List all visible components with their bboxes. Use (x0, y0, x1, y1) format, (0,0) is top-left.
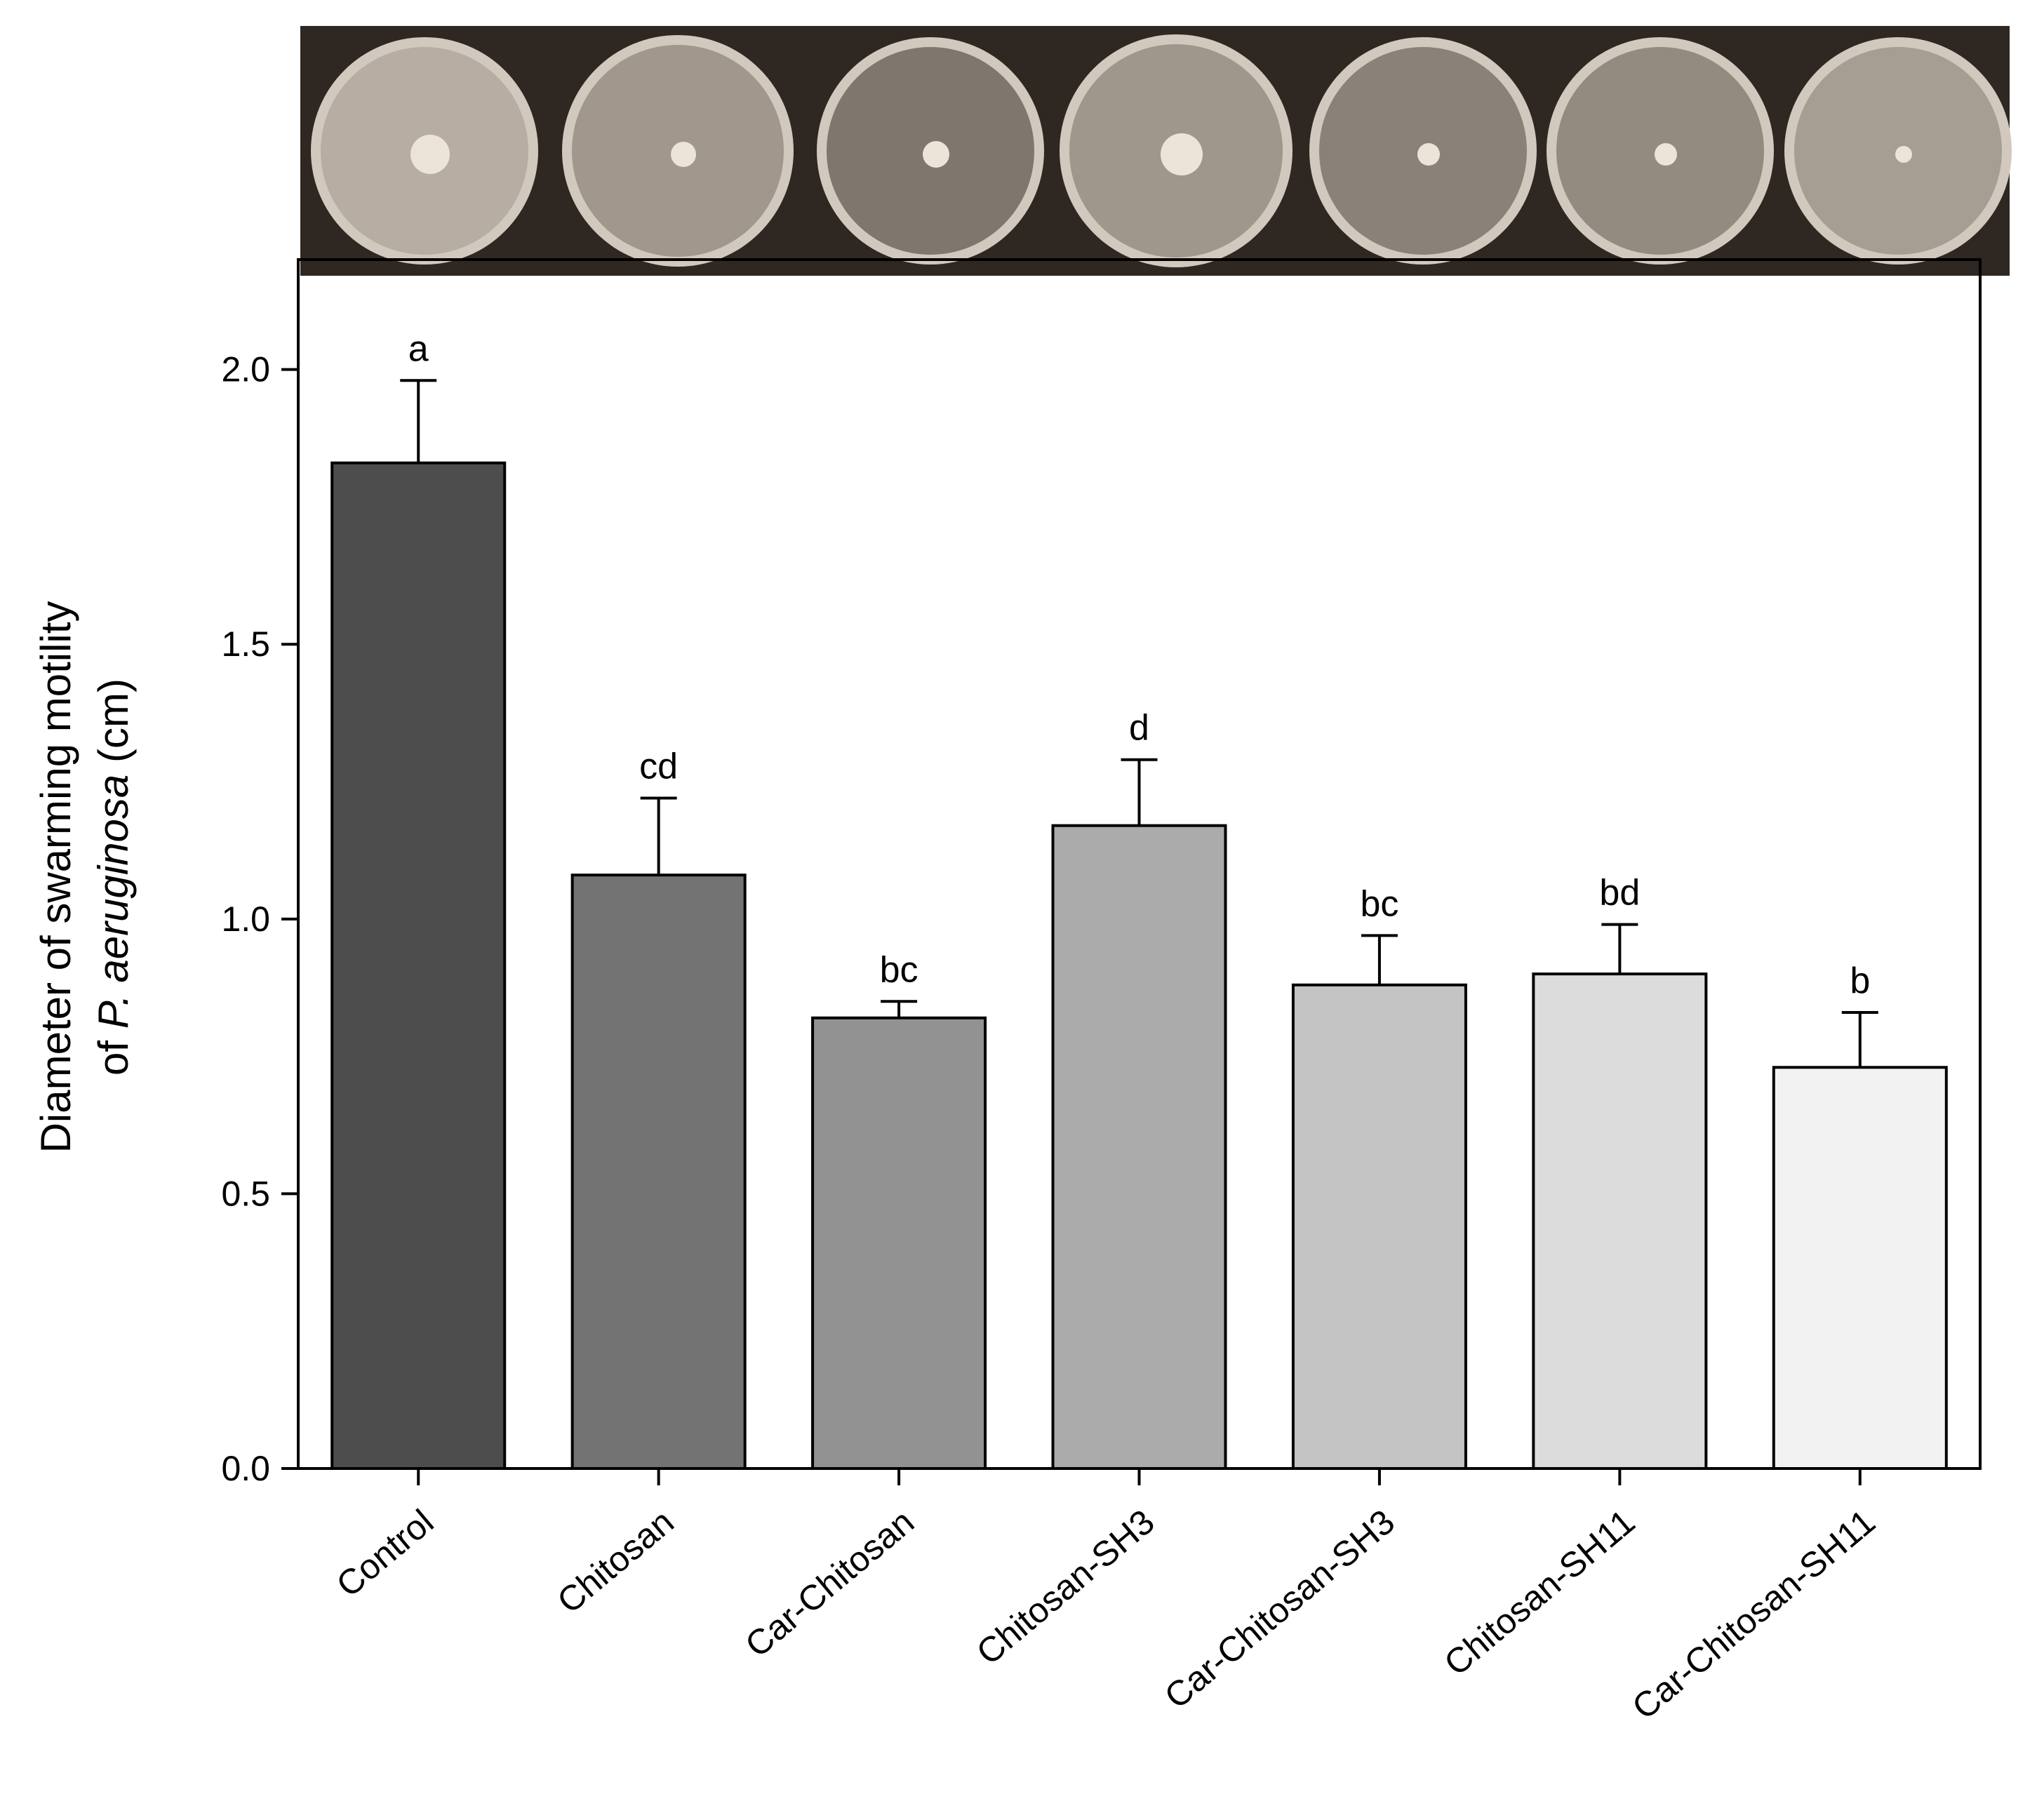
petri-dish-2 (562, 35, 794, 267)
bar (1532, 972, 1708, 1470)
significance-letter: d (1129, 708, 1149, 749)
x-tick-label: Car-Chitosan (737, 1502, 921, 1665)
petri-dish-4 (1060, 34, 1292, 267)
y-axis-title: Diameter of swarming motility of P. aeru… (32, 601, 137, 1153)
bar (1772, 1066, 1948, 1470)
y-tick-label: 0.0 (221, 1449, 270, 1488)
significance-letter: cd (639, 747, 678, 787)
petri-dish-1 (311, 37, 538, 265)
bar (1051, 824, 1227, 1470)
x-tick-label: Car-Chitosan-SH11 (1624, 1502, 1882, 1727)
x-tick-label: Control (329, 1502, 441, 1605)
x-tick-label: Car-Chitosan-SH3 (1157, 1502, 1402, 1716)
petri-dish-3 (817, 37, 1044, 265)
y-tick-label: 2.0 (221, 350, 270, 389)
bar-group-3: bc (811, 949, 987, 1470)
bacterial-colony (410, 135, 450, 174)
significance-letter: bc (1360, 883, 1398, 924)
bar-group-5: bc (1291, 883, 1467, 1471)
bar (570, 874, 747, 1471)
bacterial-colony (1161, 133, 1203, 175)
significance-letter: a (408, 328, 429, 369)
bar-group-1: a (330, 328, 507, 1471)
bar-group-6: bd (1532, 873, 1708, 1470)
petri-dish-6 (1547, 37, 1774, 265)
y-axis-title-species: P. aeruginosa (90, 775, 137, 1029)
x-axis: Control Chitosan Car-Chitosan Chitosan-SH3C… (329, 1469, 1883, 1727)
petri-dish-5 (1309, 37, 1537, 265)
y-tick-label: 0.5 (221, 1174, 270, 1213)
significance-letter: b (1850, 961, 1870, 1001)
significance-letter: bd (1599, 873, 1640, 914)
bacterial-colony (923, 141, 949, 168)
bacterial-colony (671, 142, 696, 167)
bar (1291, 983, 1467, 1471)
y-axis-title-prefix: of (90, 1029, 137, 1076)
bar-group-2: cd (570, 747, 747, 1471)
x-tick-label: Chitosan-SH11 (1437, 1502, 1643, 1683)
x-tick-label: Chitosan-SH3 (969, 1502, 1161, 1673)
bar (811, 1016, 987, 1470)
y-tick-label: 1.5 (221, 624, 270, 664)
y-axis-title-line1: Diameter of swarming motility (32, 601, 79, 1153)
bar (330, 461, 507, 1471)
bar-series: a cd bc d bc bd b (330, 328, 1948, 1471)
bacterial-colony (1417, 143, 1440, 166)
bacterial-colony (1655, 143, 1677, 166)
bar-group-7: b (1772, 961, 1948, 1470)
y-tick-label: 1.0 (221, 899, 270, 939)
bar-group-4: d (1051, 708, 1227, 1470)
petri-dish-7 (1784, 37, 2012, 265)
bacterial-colony (1895, 146, 1912, 163)
y-axis-title-line2: of P. aeruginosa (cm) (90, 678, 137, 1076)
y-axis: 0.0 0.5 1.0 1.5 2.0 (221, 350, 298, 1488)
significance-letter: bc (880, 949, 919, 990)
x-tick-label: Chitosan (550, 1502, 681, 1621)
petri-dish-photo-strip (300, 26, 2012, 276)
y-axis-title-unit: (cm) (90, 678, 137, 775)
